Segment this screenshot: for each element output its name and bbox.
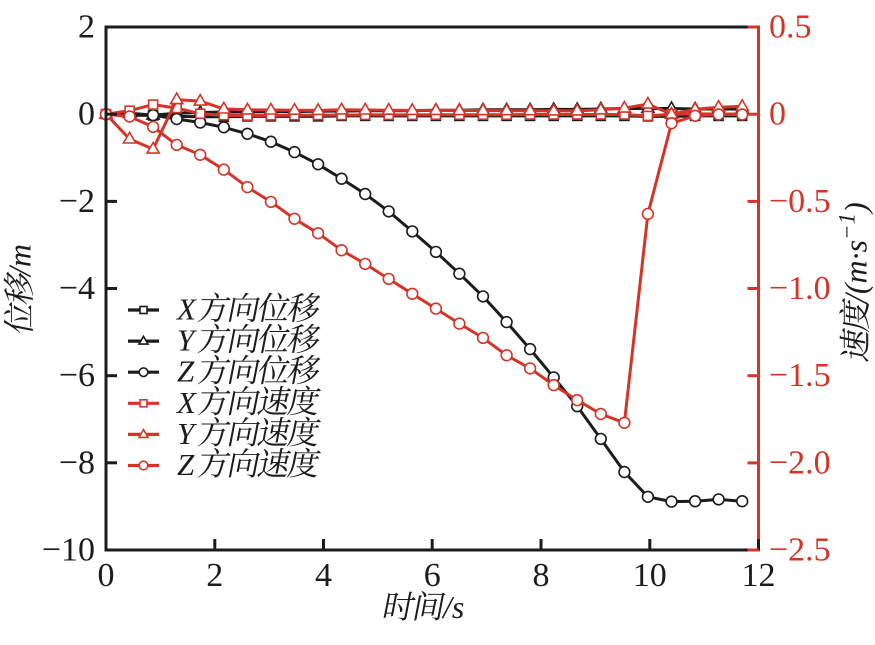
svg-text:0.5: 0.5 [769,9,812,46]
svg-text:Y: Y [177,416,197,451]
svg-text:6: 6 [424,557,441,594]
svg-text:4: 4 [315,557,332,594]
svg-text:/m: /m [2,244,38,278]
svg-text:X: X [175,385,197,420]
svg-text:0: 0 [98,557,115,594]
svg-text:8: 8 [533,557,550,594]
svg-text:−6: −6 [59,357,95,394]
svg-text:−2.5: −2.5 [769,532,831,569]
svg-text:10: 10 [633,557,667,594]
svg-text:−1.0: −1.0 [769,270,831,307]
svg-text:0: 0 [78,96,95,133]
svg-text:12: 12 [742,557,776,594]
svg-text:−2.0: −2.0 [769,444,831,481]
svg-text:−10: −10 [42,532,95,569]
svg-text:−4: −4 [59,270,95,307]
svg-text:−2: −2 [59,183,95,220]
svg-text:−1.5: −1.5 [769,357,831,394]
svg-text:−8: −8 [59,444,95,481]
svg-text:/s: /s [441,589,464,625]
svg-text:/(m·s−1): /(m·s−1) [835,202,874,305]
svg-text:Y: Y [177,323,197,358]
svg-text:0: 0 [769,96,786,133]
svg-text:2: 2 [78,9,95,46]
svg-text:Z: Z [177,354,195,389]
svg-text:X: X [175,292,197,327]
svg-text:Z: Z [177,447,195,482]
svg-text:2: 2 [206,557,223,594]
svg-text:−0.5: −0.5 [769,183,831,220]
